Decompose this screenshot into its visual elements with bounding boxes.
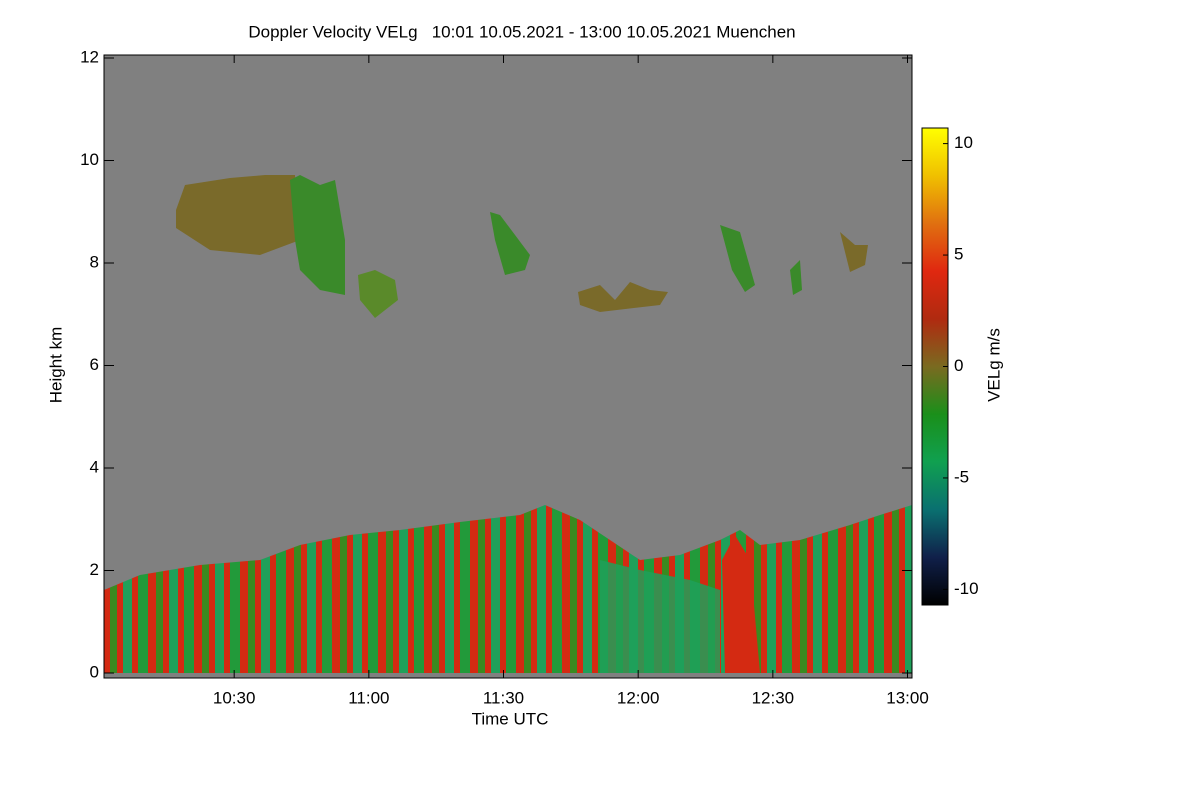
colorbar-tick-label: -5 (954, 467, 969, 486)
x-tick-label: 10:30 (213, 688, 256, 707)
plot-frame (103, 54, 913, 679)
x-tick-label: 13:00 (886, 688, 929, 707)
y-tick-label: 0 (90, 662, 99, 681)
y-tick-label: 6 (90, 355, 99, 374)
cloud-echo (720, 225, 755, 292)
cloud-echo (790, 260, 802, 295)
cloud-echo (840, 232, 868, 272)
chart-title: Doppler Velocity VELg 10:01 10.05.2021 -… (248, 22, 795, 41)
echoes (104, 175, 912, 673)
y-axis-label: Height km (46, 327, 65, 404)
y-tick-label: 12 (80, 47, 99, 66)
x-tick-label: 11:30 (483, 688, 524, 707)
colorbar-tick-label: 0 (954, 356, 963, 375)
colorbar-label: VELg m/s (984, 328, 1003, 402)
colorbar-tick-label: 5 (954, 245, 963, 264)
cloud-echo (176, 175, 300, 255)
y-tick-label: 8 (90, 252, 99, 271)
x-tick-label: 12:00 (617, 688, 660, 707)
cloud-echo (358, 270, 398, 318)
y-tick-label: 4 (90, 457, 99, 476)
echo (722, 535, 760, 673)
y-tick-label: 10 (80, 150, 99, 169)
y-tick-label: 2 (90, 560, 99, 579)
cloud-echo (290, 175, 345, 295)
x-tick-label: 12:30 (752, 688, 795, 707)
x-axis-label: Time UTC (472, 709, 549, 728)
colorbar-tick-label: 10 (954, 133, 973, 152)
colorbar-tick-label: -10 (954, 579, 979, 598)
cloud-echo (490, 212, 530, 275)
x-tick-label: 11:00 (348, 688, 389, 707)
echo (600, 560, 720, 673)
cloud-echo (578, 282, 668, 312)
